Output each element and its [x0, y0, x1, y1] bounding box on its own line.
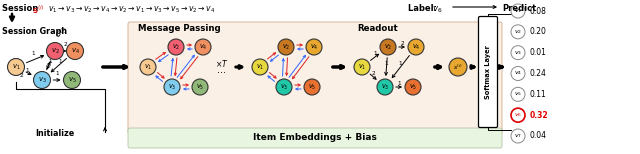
Text: 1: 1 — [25, 68, 29, 73]
Circle shape — [276, 79, 292, 95]
FancyBboxPatch shape — [128, 128, 502, 148]
Text: $v_1$: $v_1$ — [144, 62, 152, 72]
Circle shape — [168, 39, 184, 55]
Text: 2: 2 — [400, 41, 404, 45]
FancyBboxPatch shape — [128, 22, 502, 134]
Circle shape — [278, 39, 294, 55]
Circle shape — [306, 39, 322, 55]
Circle shape — [511, 67, 525, 81]
Circle shape — [511, 129, 525, 143]
Text: 1: 1 — [55, 71, 59, 75]
Circle shape — [192, 79, 208, 95]
Circle shape — [140, 59, 156, 75]
Circle shape — [252, 59, 268, 75]
Text: $v_5$: $v_5$ — [68, 75, 76, 85]
Circle shape — [33, 71, 51, 89]
Text: $v_6$: $v_6$ — [432, 4, 442, 14]
Text: Session Graph: Session Graph — [2, 27, 70, 36]
Text: $v_4$: $v_4$ — [412, 42, 420, 52]
Text: 2: 2 — [372, 71, 376, 75]
Text: $v_7$: $v_7$ — [514, 132, 522, 140]
Text: $\mathbf{s}^{(i)}$: $\mathbf{s}^{(i)}$ — [32, 4, 45, 16]
Text: $v_5$: $v_5$ — [308, 82, 316, 92]
Circle shape — [449, 58, 467, 76]
Text: 1: 1 — [59, 59, 62, 64]
Text: 1: 1 — [399, 61, 403, 65]
Text: Item Embeddings + Bias: Item Embeddings + Bias — [253, 134, 377, 142]
Circle shape — [63, 71, 81, 89]
Circle shape — [67, 43, 83, 59]
Text: Message Passing: Message Passing — [138, 24, 221, 33]
Text: $v_5$: $v_5$ — [514, 90, 522, 98]
Text: $v_5$: $v_5$ — [196, 82, 204, 92]
Text: $s^{(i)}$: $s^{(i)}$ — [453, 62, 463, 72]
Text: 0.01: 0.01 — [530, 48, 547, 57]
Circle shape — [380, 39, 396, 55]
Text: 1: 1 — [32, 51, 35, 55]
Text: 1: 1 — [49, 59, 52, 64]
Text: $v_4$: $v_4$ — [198, 42, 207, 52]
Text: 2: 2 — [63, 41, 67, 47]
Text: $v_3$: $v_3$ — [38, 75, 47, 85]
Text: $v_2$: $v_2$ — [172, 42, 180, 52]
Text: $\times T$: $\times T$ — [215, 57, 228, 69]
Text: 1: 1 — [385, 61, 388, 65]
Text: $v_3$: $v_3$ — [381, 82, 389, 92]
Text: 0.20: 0.20 — [530, 27, 547, 36]
Text: $v_2$: $v_2$ — [384, 42, 392, 52]
Circle shape — [511, 25, 525, 39]
Circle shape — [8, 59, 24, 75]
Text: ...: ... — [218, 65, 227, 75]
Text: $v_2$: $v_2$ — [514, 28, 522, 36]
Text: $v_3$: $v_3$ — [514, 49, 522, 57]
Circle shape — [377, 79, 393, 95]
Circle shape — [511, 108, 525, 122]
Circle shape — [164, 79, 180, 95]
Text: $v_2$: $v_2$ — [282, 42, 290, 52]
Text: $v_4$: $v_4$ — [70, 46, 79, 56]
Circle shape — [408, 39, 424, 55]
Text: Readout: Readout — [357, 24, 397, 33]
Circle shape — [47, 43, 63, 59]
Circle shape — [195, 39, 211, 55]
Text: 0.32: 0.32 — [530, 111, 548, 120]
Text: Label:: Label: — [408, 4, 440, 13]
Text: $v_3$: $v_3$ — [168, 82, 176, 92]
Text: $v_4$: $v_4$ — [310, 42, 318, 52]
Circle shape — [304, 79, 320, 95]
Text: Initialize: Initialize — [35, 130, 75, 138]
Text: $v_1$: $v_1$ — [256, 62, 264, 72]
Circle shape — [511, 4, 525, 18]
Text: $v_3$: $v_3$ — [280, 82, 288, 92]
Text: $v_6$: $v_6$ — [514, 111, 522, 119]
Text: $\mathcal{G}^{(i)}$: $\mathcal{G}^{(i)}$ — [55, 27, 67, 40]
Text: 0.08: 0.08 — [530, 6, 547, 16]
Text: 2: 2 — [19, 73, 23, 78]
Circle shape — [354, 59, 370, 75]
Text: $v_2$: $v_2$ — [51, 46, 60, 56]
Circle shape — [511, 87, 525, 101]
Text: Predict: Predict — [502, 4, 536, 13]
Text: $v_1$: $v_1$ — [358, 62, 366, 72]
Circle shape — [511, 46, 525, 60]
Circle shape — [405, 79, 421, 95]
Text: $v_4$: $v_4$ — [514, 70, 522, 77]
Text: $v_1$: $v_1$ — [514, 7, 522, 15]
FancyBboxPatch shape — [479, 16, 497, 128]
Text: 1: 1 — [397, 81, 401, 85]
Text: 0.11: 0.11 — [530, 90, 547, 99]
Text: Session: Session — [2, 4, 41, 13]
Text: 1: 1 — [373, 51, 377, 55]
Text: 0.04: 0.04 — [530, 132, 547, 140]
Text: $v_5$: $v_5$ — [409, 82, 417, 92]
Text: Softmax Layer: Softmax Layer — [485, 45, 491, 99]
Text: $v_1 \to v_3 \to v_2 \to v_4 \to v_2 \to v_1 \to v_3 \to v_5 \to v_2 \to v_4$: $v_1 \to v_3 \to v_2 \to v_4 \to v_2 \to… — [48, 4, 215, 14]
Text: $v_1$: $v_1$ — [12, 62, 20, 72]
Text: 0.24: 0.24 — [530, 69, 547, 78]
